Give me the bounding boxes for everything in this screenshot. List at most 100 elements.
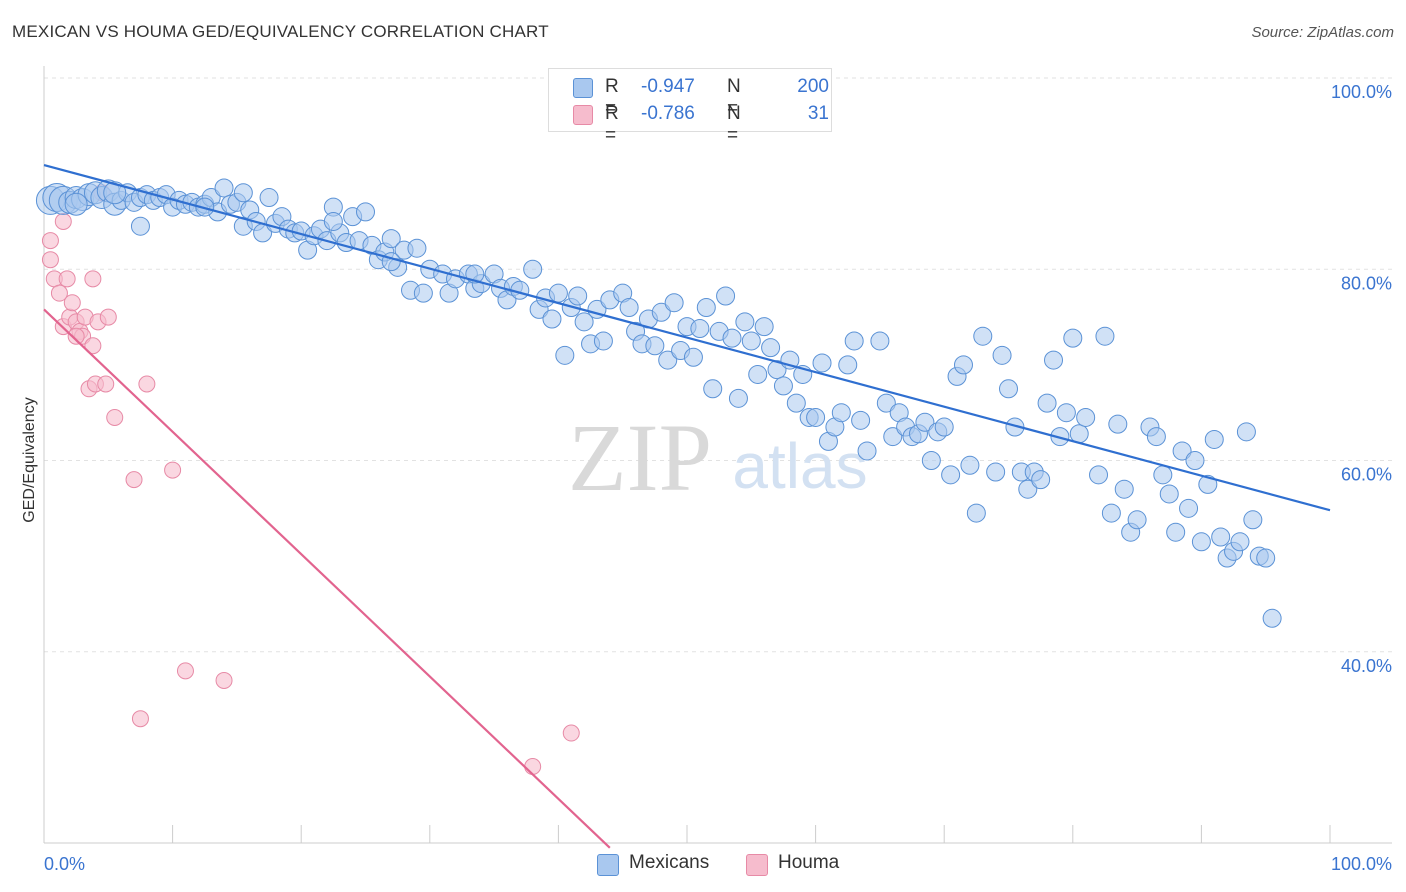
- data-point-mexicans: [831, 403, 851, 423]
- data-point-mexicans: [761, 338, 781, 358]
- data-point-mexicans: [664, 293, 684, 313]
- data-point-mexicans: [1191, 532, 1211, 552]
- data-point-mexicans: [1114, 479, 1134, 499]
- data-point-mexicans: [1211, 527, 1231, 547]
- legend-n-value: 31: [807, 103, 829, 124]
- data-point-mexicans: [806, 407, 826, 427]
- data-point-mexicans: [1179, 498, 1199, 518]
- data-point-houma: [106, 408, 124, 426]
- data-point-mexicans: [934, 417, 954, 437]
- grid-lines: [44, 77, 1392, 653]
- data-point-mexicans: [381, 229, 401, 249]
- legend-label-houma: Houma: [778, 852, 840, 873]
- data-point-houma: [41, 232, 59, 250]
- data-point-mexicans: [844, 331, 864, 351]
- data-point-mexicans: [857, 441, 877, 461]
- data-point-houma: [84, 270, 102, 288]
- legend-swatch-mexicans: [573, 78, 593, 98]
- data-point-mexicans: [259, 188, 279, 208]
- tick-labels: 40.0% 60.0% 80.0% 100.0% 0.0% 100.0%: [44, 82, 1392, 874]
- data-point-mexicans: [953, 355, 973, 375]
- correlation-legend: R = -0.947 N = 200 R = -0.786 N = 31: [548, 68, 832, 146]
- data-point-mexicans: [64, 192, 88, 216]
- data-point-mexicans: [1095, 326, 1115, 346]
- y-tick-label: 40.0%: [1341, 656, 1392, 676]
- data-point-mexicans: [1089, 465, 1109, 485]
- data-point-mexicans: [1262, 608, 1282, 628]
- data-point-mexicans: [574, 312, 594, 332]
- data-point-houma: [54, 212, 72, 230]
- data-point-houma: [131, 710, 149, 728]
- legend-r-value: -0.947: [641, 76, 695, 97]
- data-point-mexicans: [1069, 424, 1089, 444]
- data-point-houma: [164, 461, 182, 479]
- data-point-mexicans: [568, 286, 588, 306]
- data-point-mexicans: [1243, 510, 1263, 530]
- data-point-mexicans: [555, 345, 575, 365]
- legend-n-label: N =: [727, 76, 741, 119]
- houma-points: [41, 184, 580, 775]
- data-point-mexicans: [986, 462, 1006, 482]
- data-point-mexicans: [915, 412, 935, 432]
- legend-n-label: N =: [727, 103, 741, 146]
- data-point-mexicans: [741, 331, 761, 351]
- data-point-mexicans: [1256, 548, 1276, 568]
- legend-swatch-houma: [573, 105, 593, 125]
- data-point-mexicans: [870, 331, 890, 351]
- data-point-mexicans: [999, 379, 1018, 399]
- data-point-mexicans: [407, 238, 427, 258]
- legend-swatch-houma: [746, 854, 768, 876]
- trend-line-mexicans: [43, 163, 1331, 512]
- data-point-mexicans: [1159, 484, 1179, 504]
- legend-label-mexicans: Mexicans: [629, 852, 710, 873]
- data-point-mexicans: [356, 202, 375, 222]
- data-point-mexicans: [728, 388, 748, 408]
- watermark-atlas: atlas: [732, 430, 867, 502]
- data-point-mexicans: [651, 302, 671, 322]
- data-point-mexicans: [748, 364, 768, 384]
- y-axis-label: GED/Equivalency: [21, 397, 38, 523]
- data-point-mexicans: [542, 309, 562, 329]
- data-point-mexicans: [973, 326, 993, 346]
- data-point-mexicans: [1063, 328, 1083, 348]
- data-point-mexicans: [323, 211, 343, 231]
- data-point-mexicans: [773, 376, 793, 396]
- data-point-mexicans: [941, 465, 961, 485]
- data-point-houma: [524, 758, 542, 775]
- chart-title: MEXICAN VS HOUMA GED/EQUIVALENCY CORRELA…: [12, 22, 549, 41]
- y-tick-label: 60.0%: [1341, 465, 1392, 485]
- legend-n-value: 200: [797, 76, 829, 97]
- trend-lines: [43, 163, 1331, 849]
- data-point-mexicans: [786, 393, 806, 413]
- data-point-mexicans: [992, 345, 1012, 365]
- legend-r-label: R =: [605, 103, 619, 146]
- data-point-mexicans: [381, 252, 401, 272]
- y-tick-label: 80.0%: [1341, 273, 1392, 293]
- data-point-mexicans: [1236, 422, 1256, 442]
- data-point-mexicans: [716, 286, 736, 306]
- data-point-mexicans: [658, 350, 678, 370]
- data-point-mexicans: [1056, 403, 1076, 423]
- data-point-mexicans: [1166, 522, 1186, 542]
- data-point-mexicans: [690, 319, 710, 339]
- data-point-mexicans: [754, 317, 774, 337]
- watermark-zip: ZIP: [568, 404, 712, 511]
- data-point-mexicans: [812, 353, 832, 373]
- data-point-houma: [67, 327, 85, 345]
- data-point-mexicans: [1172, 441, 1192, 461]
- data-point-houma: [215, 671, 233, 689]
- data-point-mexicans: [1101, 503, 1121, 523]
- data-point-mexicans: [1076, 407, 1096, 427]
- data-point-mexicans: [103, 181, 127, 205]
- data-point-mexicans: [233, 183, 253, 203]
- data-point-mexicans: [1204, 429, 1224, 449]
- data-point-mexicans: [1018, 479, 1038, 499]
- data-point-mexicans: [593, 331, 613, 351]
- data-point-mexicans: [645, 336, 665, 356]
- data-point-mexicans: [851, 410, 871, 430]
- data-point-mexicans: [523, 259, 543, 279]
- data-point-mexicans: [1230, 532, 1250, 552]
- data-point-mexicans: [1031, 470, 1051, 490]
- legend-r-value: -0.786: [641, 103, 695, 124]
